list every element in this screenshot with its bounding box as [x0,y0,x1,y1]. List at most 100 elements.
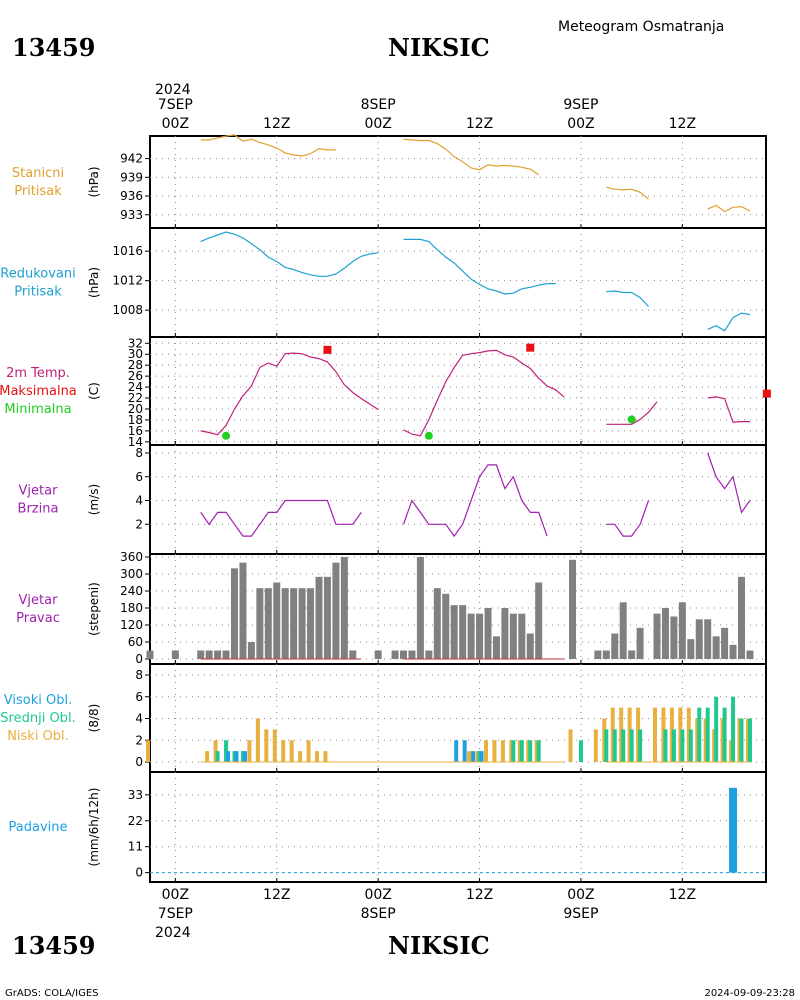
ylabel: (C) [87,382,101,400]
cloud-bar [492,740,497,762]
direction-bar [442,593,450,659]
series-line [606,500,650,537]
series-line [606,290,649,307]
direction-bar [146,650,154,659]
series-line [200,231,379,277]
direction-bar [222,650,230,659]
direction-bar [594,650,602,659]
direction-bar [450,605,458,659]
cloud-bar [500,740,505,762]
direction-bar [264,588,272,659]
cloud-bar [146,740,150,762]
direction-bar [653,613,661,659]
panel-frame [149,444,767,555]
legend-label: Srednji Obl. [0,711,75,726]
direction-bar [628,650,636,659]
ytick-label: 24 [128,380,143,394]
cloud-bar [315,751,319,762]
cloud-bar [697,707,702,762]
legend-label: Vjetar [19,484,59,499]
bottom-hour-label: 00Z [162,887,189,903]
top-hour-label: 00Z [567,116,594,132]
top-hour-label: 12Z [669,116,696,132]
legend-label: Pritisak [14,285,62,300]
panel-redukovani: 1016 1012 1008 (hPa) Redukovani Pritisak [0,227,767,338]
ytick-label: 180 [120,601,143,615]
bottom-hour-label: 12Z [263,887,290,903]
direction-bar [476,613,484,659]
cloud-bar [536,740,541,762]
direction-bar [171,650,179,659]
bottom-year-label: 2024 [155,925,191,941]
legend-label: Vjetar [19,593,59,608]
cloud-bar [519,740,524,762]
ytick-label: 32 [128,336,143,350]
ytick-label: 60 [128,635,143,649]
ytick-label: 1012 [112,274,143,288]
max-temp-marker [526,343,535,352]
ytick-label: 8 [135,668,143,682]
direction-bar [239,562,247,659]
cloud-bar [264,729,269,762]
ytick-label: 8 [135,446,143,460]
cloud-bar [454,740,459,762]
bottom-hour-label: 00Z [567,887,594,903]
ylabel: (hPa) [87,267,101,298]
panel-frame [149,227,767,338]
bottom-hour-label: 12Z [466,887,493,903]
ytick-label: 120 [120,618,143,632]
ytick-label: 22 [128,814,143,828]
ylabel: (m/s) [87,484,101,515]
cloud-bar [281,740,286,762]
ytick-label: 360 [120,550,143,564]
direction-bar [678,602,686,659]
series-line [402,464,548,538]
series-line [403,238,556,295]
direction-bar [197,650,205,659]
cloud-bar [747,718,752,762]
series-line [200,499,362,537]
cloud-bar [205,751,210,762]
direction-bar [332,562,340,659]
direction-bar [340,557,348,659]
legend-label: Pritisak [14,184,62,199]
direction-bar [256,588,264,659]
ytick-label: 28 [128,358,143,372]
ytick-label: 11 [128,840,143,854]
cloud-bar [528,740,533,762]
panel-oblaci: 8 6 4 2 0 (8/8) Visoki Obl. Srednji Obl. Niski O… [0,663,767,773]
ytick-label: 1008 [112,303,143,317]
bottom-hour-label: 12Z [669,887,696,903]
bottom-date-label: 7SEP [158,906,193,922]
ytick-label: 6 [135,470,143,484]
bottom-date-label: 8SEP [361,906,396,922]
legend-label: 2m Temp. [6,366,70,381]
direction-bar [349,650,357,659]
ytick-label: 0 [135,866,143,880]
direction-bar [695,619,703,659]
panel-vjetar_brzina: 8 6 4 2 (m/s) Vjetar Brzina [18,444,767,555]
series-line [403,349,565,437]
direction-bar [729,644,737,659]
top-hour-label: 00Z [364,116,391,132]
direction-bar [509,613,517,659]
top-date-label: 8SEP [361,97,396,113]
ytick-label: 933 [120,208,143,222]
ytick-label: 14 [128,435,143,449]
series-line [606,186,649,200]
cloud-bar [568,729,573,762]
ytick-label: 33 [128,788,143,802]
cloud-bar [671,729,676,762]
direction-bar [687,639,695,659]
cloud-bar [705,707,710,762]
direction-bar [214,650,222,659]
direction-bar [670,616,678,659]
cloud-bar [578,740,583,762]
legend-label: Pravac [16,611,60,626]
ytick-label: 0 [135,755,143,769]
direction-bar [602,650,610,659]
direction-bar [307,588,315,659]
top-date-label: 9SEP [563,97,598,113]
series-line [606,401,658,425]
